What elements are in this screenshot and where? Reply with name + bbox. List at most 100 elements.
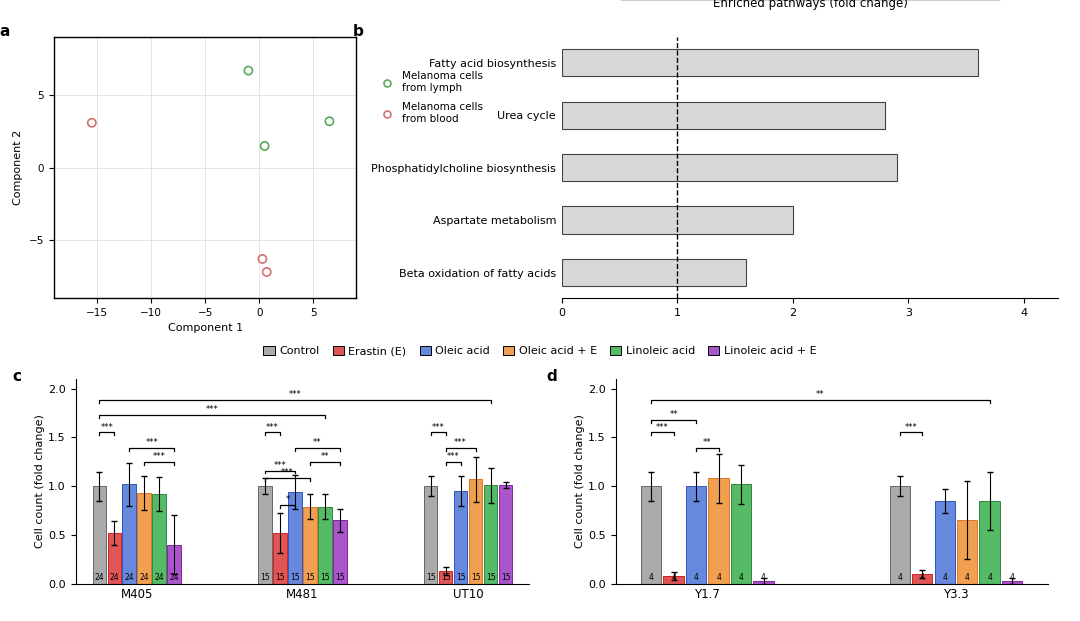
Text: 4: 4 [693, 573, 699, 582]
Text: **: ** [703, 438, 712, 447]
Text: 24: 24 [139, 573, 149, 582]
Bar [708, 478, 729, 584]
Bar [484, 485, 497, 584]
Bar [731, 484, 752, 584]
Bar [686, 486, 706, 584]
Point [83, 118, 100, 128]
Bar [562, 259, 746, 286]
Text: 15: 15 [441, 573, 450, 582]
Text: 15: 15 [291, 573, 300, 582]
Legend: Control, Erastin (E), Oleic acid, Oleic acid + E, Linoleic acid, Linoleic acid +: Control, Erastin (E), Oleic acid, Oleic … [264, 346, 816, 356]
Text: 4: 4 [716, 573, 721, 582]
Text: 4: 4 [897, 573, 902, 582]
Text: **: ** [816, 391, 825, 399]
Text: ***: *** [266, 422, 279, 432]
Bar [137, 493, 151, 584]
Text: **: ** [321, 452, 329, 461]
Text: 4: 4 [739, 573, 743, 582]
Text: ***: *** [432, 422, 445, 432]
Text: 4: 4 [671, 573, 676, 582]
Bar [469, 479, 483, 584]
Text: ***: *** [288, 391, 301, 399]
Bar [333, 520, 347, 584]
Text: ***: *** [455, 438, 467, 447]
Bar [423, 486, 437, 584]
Text: 15: 15 [320, 573, 329, 582]
Bar [499, 485, 512, 584]
Text: ***: *** [205, 405, 218, 414]
Text: 15: 15 [305, 573, 314, 582]
Bar [288, 492, 301, 584]
Bar [167, 545, 181, 584]
Bar [93, 486, 106, 584]
Text: ***: *** [656, 422, 669, 432]
Legend: Melanoma cells
from lymph, Melanoma cells
from blood: Melanoma cells from lymph, Melanoma cell… [373, 67, 487, 128]
Text: 15: 15 [275, 573, 285, 582]
Text: 15: 15 [335, 573, 345, 582]
Y-axis label: Cell count (fold change): Cell count (fold change) [576, 414, 585, 548]
Text: 4: 4 [649, 573, 653, 582]
Text: 15: 15 [456, 573, 465, 582]
Title: Enriched pathways (fold change): Enriched pathways (fold change) [713, 0, 907, 10]
Bar [562, 49, 977, 76]
Bar [754, 581, 773, 584]
Bar [642, 486, 661, 584]
Point [321, 116, 338, 126]
Y-axis label: Cell count (fold change): Cell count (fold change) [36, 414, 45, 548]
Bar [258, 486, 272, 584]
Text: 4: 4 [987, 573, 993, 582]
Text: ***: *** [153, 452, 165, 461]
Text: *: * [285, 495, 289, 504]
Bar [562, 154, 896, 181]
Text: 24: 24 [124, 573, 134, 582]
Text: 4: 4 [761, 573, 766, 582]
Bar [980, 501, 1000, 584]
Bar [319, 507, 332, 584]
Text: 4: 4 [920, 573, 924, 582]
Point [258, 267, 275, 277]
Bar [663, 576, 684, 584]
Text: 15: 15 [486, 573, 496, 582]
Text: 15: 15 [471, 573, 481, 582]
Point [240, 66, 257, 76]
Text: 24: 24 [94, 573, 104, 582]
Text: 15: 15 [426, 573, 435, 582]
Point [256, 141, 273, 151]
Text: ***: *** [146, 438, 158, 447]
Text: ***: *** [905, 422, 917, 432]
Bar [108, 533, 121, 584]
Text: 24: 24 [109, 573, 119, 582]
Text: ***: *** [281, 468, 294, 478]
Text: 24: 24 [170, 573, 179, 582]
Text: a: a [0, 24, 10, 39]
Bar [957, 520, 977, 584]
Bar [934, 501, 955, 584]
Bar [562, 102, 886, 129]
Text: **: ** [313, 438, 322, 447]
Text: 24: 24 [154, 573, 164, 582]
Text: ***: *** [100, 422, 113, 432]
Text: 15: 15 [260, 573, 270, 582]
Bar [273, 533, 286, 584]
Text: **: ** [670, 410, 678, 419]
X-axis label: Component 1: Component 1 [167, 324, 243, 333]
Text: b: b [353, 24, 364, 39]
Bar [152, 494, 166, 584]
Text: d: d [546, 369, 557, 384]
Bar [912, 574, 932, 584]
Text: ***: *** [447, 452, 459, 461]
Text: c: c [12, 369, 22, 384]
Text: ***: *** [273, 461, 286, 469]
Bar [303, 507, 316, 584]
Y-axis label: Component 2: Component 2 [13, 130, 24, 206]
Text: 4: 4 [964, 573, 970, 582]
Bar [454, 491, 468, 584]
Bar [562, 207, 793, 233]
Point [254, 254, 271, 264]
Bar [122, 484, 136, 584]
Text: 4: 4 [942, 573, 947, 582]
Text: 4: 4 [1010, 573, 1014, 582]
Text: 15: 15 [501, 573, 511, 582]
Bar [890, 486, 909, 584]
Bar [1002, 581, 1022, 584]
